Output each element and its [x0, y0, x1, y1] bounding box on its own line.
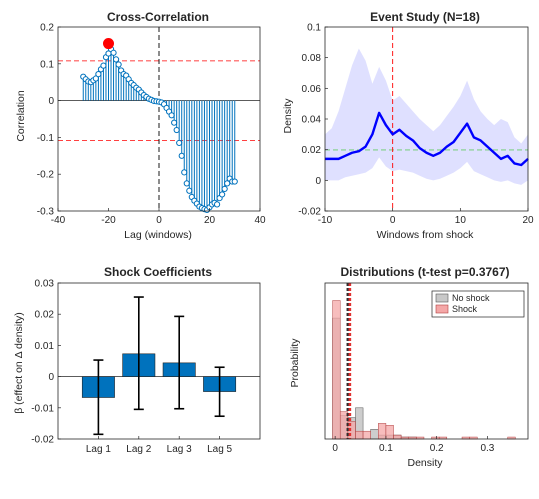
event-study-title: Event Study (N=18) [370, 10, 480, 24]
event-study-panel: Event Study (N=18) Windows from shock De… [282, 10, 534, 241]
event-study-y-tick-label: 0.06 [302, 84, 322, 95]
cross-correlation-x-tick-label: 40 [254, 215, 266, 226]
cross-correlation-x-tick-label: 20 [204, 215, 216, 226]
cross-correlation-y-tick-label: -0.3 [37, 207, 55, 218]
shock-coefficients-ylabel: β (effect on Δ density) [13, 312, 25, 414]
shock-coefficients-panel: Shock Coefficients β (effect on Δ densit… [13, 265, 261, 456]
confidence-band [325, 48, 528, 185]
shock-coefficients-y-tick-label: -0.01 [31, 403, 54, 414]
event-study-y-tick-label: 0.08 [302, 53, 322, 64]
shock-coefficients-plot-area [58, 283, 260, 439]
event-study-y-tick-label: -0.02 [298, 207, 321, 218]
cross-correlation-ylabel: Correlation [15, 90, 27, 142]
histogram-bar [370, 429, 379, 440]
peak-marker [103, 38, 114, 50]
stem-marker [221, 185, 228, 193]
shock-coefficients-y-tick-label: -0.02 [31, 435, 54, 446]
shock-coefficients-y-tick-label: 0 [48, 372, 54, 383]
shock-coefficients-marks [58, 296, 260, 436]
event-study-ylabel: Density [282, 98, 294, 134]
stem-marker [186, 187, 193, 194]
histogram-bar [378, 423, 387, 440]
category-label: Lag 2 [126, 444, 151, 455]
event-study-xlabel: Windows from shock [377, 229, 475, 241]
distributions-ticks: 0 0.1 0.2 0.3 [332, 436, 495, 454]
stem-marker [181, 169, 188, 176]
distributions-panel: Distributions (t-test p=0.3767) Density … [289, 265, 529, 469]
distributions-legend: No shock Shock [431, 290, 525, 318]
distributions-x-tick-label: 0.3 [480, 443, 494, 454]
stem-marker [168, 112, 175, 119]
cross-correlation-y-tick-label: 0.2 [40, 23, 54, 34]
mean-density-line [325, 111, 529, 167]
stem-marker [110, 49, 117, 56]
stem-marker [100, 62, 107, 69]
legend-label-no-shock: No shock [452, 293, 490, 303]
category-label: Lag 5 [207, 444, 232, 455]
cross-correlation-y-tick-label: -0.1 [37, 133, 55, 144]
cross-correlation-panel: Cross-Correlation Lag (windows) Correlat… [15, 10, 266, 241]
event-study-x-tick-label: 20 [522, 215, 534, 226]
stem-marker [176, 139, 183, 147]
histogram-bar [393, 434, 402, 440]
distributions-x-tick-label: 0.1 [379, 443, 393, 454]
histogram-bar [385, 425, 394, 440]
cross-correlation-x-tick-label: 0 [156, 215, 162, 226]
stem-marker [178, 152, 185, 159]
legend-label-shock: Shock [452, 304, 478, 314]
stem-marker [112, 56, 120, 63]
event-study-x-tick-label: 10 [455, 215, 467, 226]
event-study-marks [325, 27, 529, 211]
shock-coefficients-ticks: Lag 1 Lag 2 Lag 3 Lag 5 -0.02 -0.01 0 0.01 0.02 0… [31, 279, 232, 456]
stem-marker [183, 180, 190, 187]
histogram-bar [332, 300, 341, 440]
legend-swatch-no-shock [435, 293, 449, 303]
distributions-title: Distributions (t-test p=0.3767) [340, 265, 509, 279]
shock-coefficients-y-tick-label: 0.01 [35, 341, 55, 352]
event-study-y-tick-label: 0.1 [307, 23, 321, 34]
cross-correlation-x-tick-label: -40 [51, 215, 66, 226]
cross-correlation-y-tick-label: 0 [48, 96, 54, 107]
stem-marker [115, 61, 122, 68]
distributions-ylabel: Probability [289, 338, 301, 388]
cross-correlation-y-tick-label: 0.1 [40, 59, 54, 70]
shock-coefficients-y-tick-label: 0.03 [35, 279, 55, 290]
shock-coefficients-axes-box [57, 282, 261, 440]
stem-marker [219, 191, 226, 198]
event-study-ticks: -10 0 10 20 -0.02 0 0.02 0.04 0.06 0.08 0.1 [298, 23, 534, 227]
stem-marker [173, 126, 180, 134]
histogram-bar [362, 430, 371, 440]
category-label: Lag 1 [86, 444, 111, 455]
stem-marker [213, 201, 221, 208]
stem-marker [231, 178, 238, 185]
cross-correlation-title: Cross-Correlation [107, 10, 209, 24]
cross-correlation-xlabel: Lag (windows) [124, 229, 192, 241]
distributions-xlabel: Density [407, 457, 443, 469]
event-study-y-tick-label: 0.02 [302, 145, 322, 156]
shock-coefficients-y-tick-label: 0.02 [35, 310, 55, 321]
distributions-x-tick-label: 0.2 [430, 443, 444, 454]
distributions-x-tick-label: 0 [332, 443, 338, 454]
stem-marker [171, 119, 178, 126]
distributions-marks [332, 283, 516, 440]
event-study-x-tick-label: -10 [318, 215, 333, 226]
histogram-bar [355, 430, 364, 440]
category-label: Lag 3 [167, 444, 192, 455]
cross-correlation-marks [58, 27, 260, 213]
event-study-y-tick-label: 0 [315, 176, 321, 187]
cross-correlation-y-tick-label: -0.2 [37, 170, 55, 181]
shock-coefficients-title: Shock Coefficients [104, 265, 212, 279]
distributions-axes-box [324, 282, 529, 440]
legend-swatch-shock [435, 304, 449, 314]
event-study-x-tick-label: 0 [390, 215, 396, 226]
event-study-y-tick-label: 0.04 [302, 115, 322, 126]
cross-correlation-x-tick-label: -20 [101, 215, 116, 226]
cross-correlation-ticks: -40 -20 0 20 40 -0.3 -0.2 -0.1 0 0.1 0.2 [37, 23, 266, 227]
